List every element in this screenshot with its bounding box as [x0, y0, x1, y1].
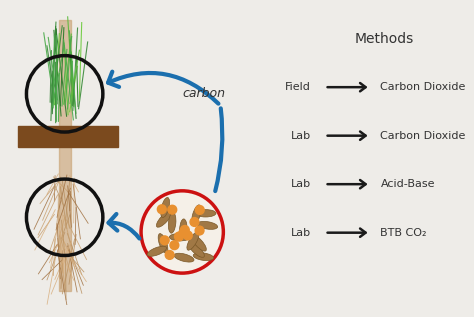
Ellipse shape — [180, 219, 187, 240]
Text: BTB CO₂: BTB CO₂ — [381, 228, 427, 238]
Circle shape — [190, 217, 199, 226]
Circle shape — [141, 191, 223, 273]
Bar — [59, 20, 71, 291]
Ellipse shape — [147, 246, 166, 256]
Circle shape — [195, 226, 204, 235]
Ellipse shape — [168, 213, 176, 233]
Text: Lab: Lab — [291, 228, 311, 238]
Circle shape — [174, 232, 183, 241]
Circle shape — [165, 250, 174, 259]
Ellipse shape — [169, 234, 190, 241]
Ellipse shape — [193, 253, 214, 261]
Text: Acid-Base: Acid-Base — [381, 179, 435, 189]
Bar — [18, 126, 118, 147]
FancyArrowPatch shape — [215, 108, 222, 191]
Circle shape — [195, 205, 204, 214]
Ellipse shape — [187, 232, 199, 250]
Circle shape — [157, 205, 166, 214]
Text: Methods: Methods — [355, 32, 414, 46]
Text: Carbon Dioxide: Carbon Dioxide — [381, 131, 466, 141]
Ellipse shape — [191, 235, 206, 251]
Text: Lab: Lab — [291, 179, 311, 189]
Circle shape — [168, 205, 177, 214]
FancyArrowPatch shape — [108, 72, 219, 104]
Ellipse shape — [195, 210, 216, 217]
FancyArrowPatch shape — [328, 180, 365, 188]
Text: carbon: carbon — [182, 87, 225, 100]
Ellipse shape — [174, 253, 194, 262]
Circle shape — [179, 229, 188, 237]
Ellipse shape — [158, 234, 168, 253]
Circle shape — [181, 225, 189, 234]
Text: Carbon Dioxide: Carbon Dioxide — [381, 82, 466, 92]
Ellipse shape — [192, 205, 201, 225]
Ellipse shape — [161, 197, 170, 217]
FancyArrowPatch shape — [328, 132, 365, 140]
FancyArrowPatch shape — [328, 229, 365, 237]
Circle shape — [160, 236, 169, 245]
FancyArrowPatch shape — [109, 214, 139, 238]
Text: Lab: Lab — [291, 131, 311, 141]
FancyArrowPatch shape — [328, 83, 365, 91]
Text: Field: Field — [285, 82, 311, 92]
Circle shape — [170, 241, 179, 249]
Ellipse shape — [197, 221, 218, 229]
Circle shape — [183, 231, 192, 240]
Ellipse shape — [156, 211, 172, 227]
Ellipse shape — [188, 243, 204, 257]
